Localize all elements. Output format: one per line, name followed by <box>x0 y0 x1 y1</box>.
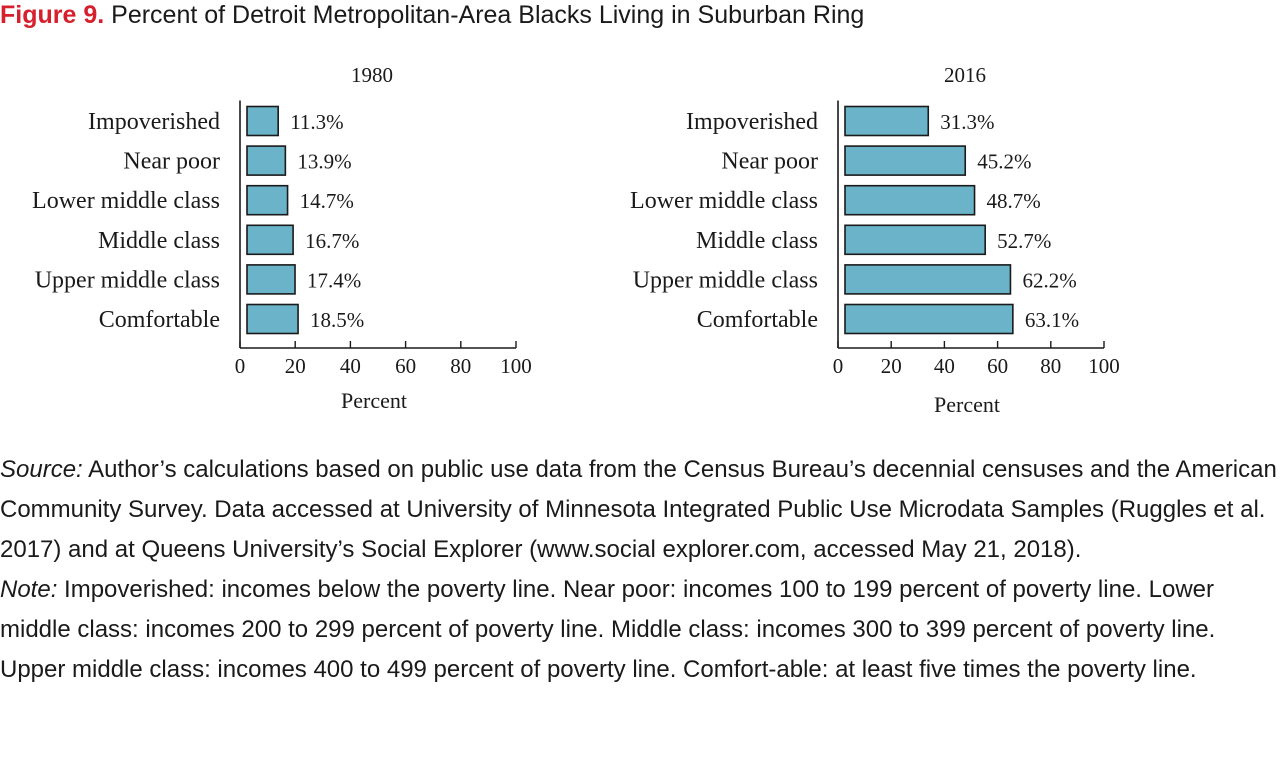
category-label: Impoverished <box>88 109 220 135</box>
note-text-block: Note: Impoverished: incomes below the po… <box>0 570 1280 690</box>
bar <box>246 303 299 335</box>
figure-number: Figure 9. <box>0 1 105 29</box>
data-label: 52.7% <box>997 229 1051 253</box>
category-label: Comfortable <box>697 307 818 333</box>
x-tick-label: 100 <box>500 354 532 378</box>
data-label: 17.4% <box>307 268 361 292</box>
x-tick-label: 20 <box>881 354 902 378</box>
data-label: 11.3% <box>290 110 343 134</box>
note-text: Impoverished: incomes below the poverty … <box>0 576 1216 683</box>
x-tick-label: 60 <box>395 354 416 378</box>
x-axis-label: Percent <box>934 392 1000 417</box>
figure-title-text: Percent of Detroit Metropolitan-Area Bla… <box>111 1 865 29</box>
category-label: Lower middle class <box>630 188 818 214</box>
category-label: Middle class <box>696 228 818 254</box>
data-label: 48.7% <box>987 189 1041 213</box>
category-label: Comfortable <box>99 307 220 333</box>
bar <box>246 184 289 216</box>
chart-title: 1980 <box>351 63 393 87</box>
source-note: Source: Author’s calculations based on p… <box>0 450 1280 570</box>
bar <box>844 105 930 137</box>
category-label: Lower middle class <box>32 188 220 214</box>
bar <box>844 145 967 176</box>
x-axis-label: Percent <box>341 388 407 413</box>
bar <box>246 224 294 256</box>
category-label: Upper middle class <box>633 267 818 293</box>
bar <box>844 224 986 256</box>
x-tick-label: 20 <box>285 354 306 378</box>
bar <box>246 105 279 137</box>
x-tick-label: 80 <box>450 354 471 378</box>
category-label: Impoverished <box>686 109 818 135</box>
bar <box>844 303 1014 335</box>
bar <box>246 145 287 176</box>
category-label: Upper middle class <box>35 267 220 293</box>
bar-charts: 1980 Impoverished 11.3% Near poor 13.9% Lower… <box>32 63 1120 417</box>
category-label: Near poor <box>721 149 818 175</box>
bar <box>844 264 1012 295</box>
data-label: 18.5% <box>310 308 364 332</box>
source-lead: Source: <box>0 456 83 483</box>
source-text: Author’s calculations based on public us… <box>0 456 1277 563</box>
x-tick-label: 0 <box>235 354 246 378</box>
x-tick-label: 40 <box>934 354 955 378</box>
x-tick-label: 100 <box>1088 354 1120 378</box>
bar <box>246 264 296 295</box>
data-label: 13.9% <box>297 150 351 174</box>
category-label: Middle class <box>98 228 220 254</box>
data-label: 62.2% <box>1022 268 1076 292</box>
data-label: 16.7% <box>305 229 359 253</box>
chart-title: 2016 <box>944 63 986 87</box>
note-lead: Note: <box>0 576 58 603</box>
x-tick-label: 40 <box>340 354 361 378</box>
bar <box>844 184 976 216</box>
x-tick-label: 0 <box>833 354 844 378</box>
data-label: 45.2% <box>977 150 1031 174</box>
x-tick-label: 80 <box>1040 354 1061 378</box>
figure-title: Figure 9. Percent of Detroit Metropolita… <box>0 0 1280 36</box>
data-label: 31.3% <box>940 110 994 134</box>
data-label: 14.7% <box>300 189 354 213</box>
category-label: Near poor <box>123 149 220 175</box>
chart-panel-2016: 2016 Impoverished 31.3% Near poor 45.2% Lower… <box>630 63 1120 417</box>
chart-panel-1980: 1980 Impoverished 11.3% Near poor 13.9% Lower… <box>32 63 532 413</box>
x-tick-label: 60 <box>987 354 1008 378</box>
figure-notes: Source: Author’s calculations based on p… <box>0 450 1280 690</box>
data-label: 63.1% <box>1025 308 1079 332</box>
